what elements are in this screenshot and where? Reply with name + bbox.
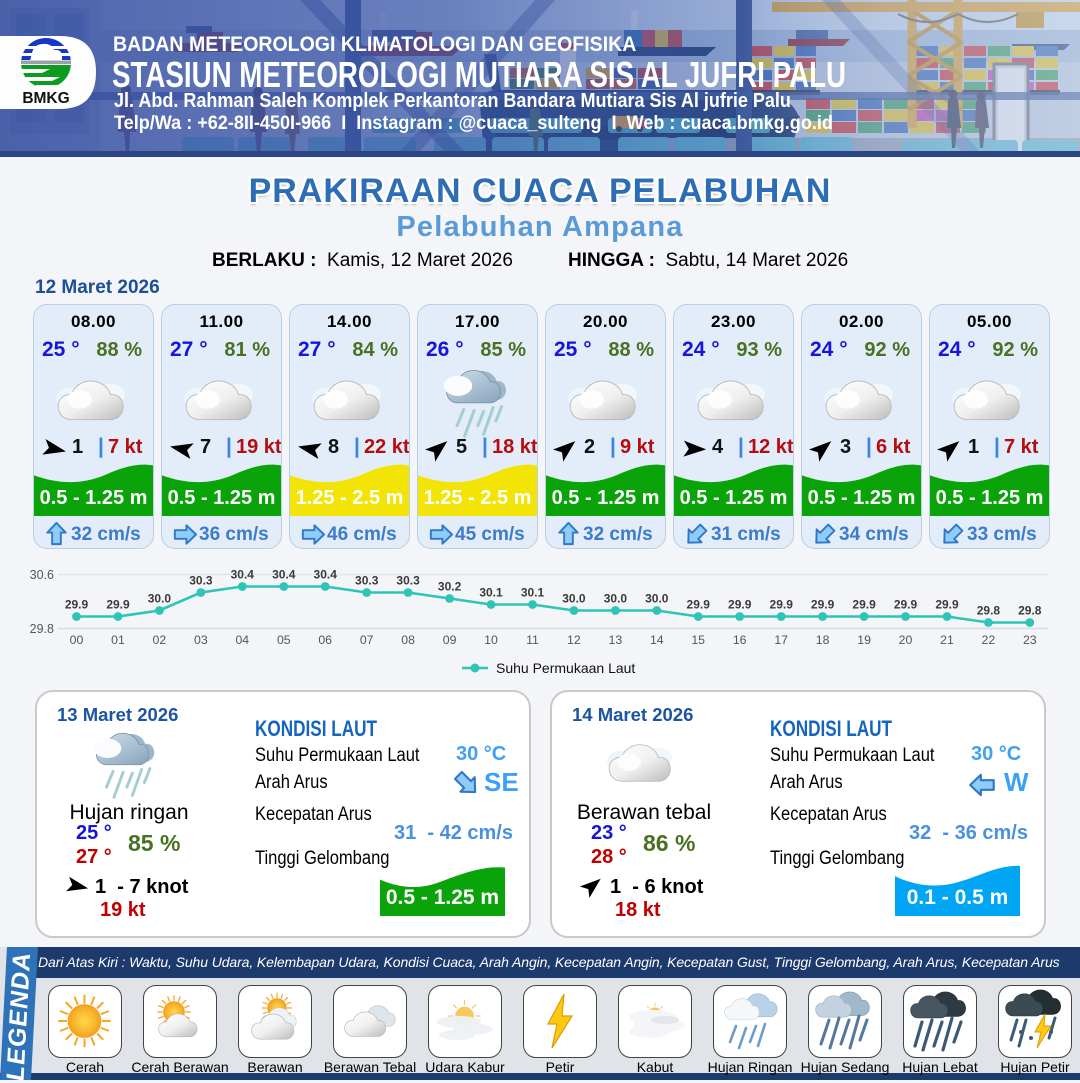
- svg-text:30.0: 30.0: [645, 592, 669, 606]
- svg-text:30.4: 30.4: [231, 568, 255, 582]
- svg-text:02: 02: [153, 633, 167, 647]
- svg-text:29.9: 29.9: [811, 598, 835, 612]
- svg-text:29.9: 29.9: [770, 598, 794, 612]
- svg-text:30.6: 30.6: [30, 568, 54, 582]
- svg-text:30.1: 30.1: [479, 586, 503, 600]
- svg-text:30.0: 30.0: [604, 592, 628, 606]
- svg-text:06: 06: [318, 633, 332, 647]
- svg-text:05: 05: [277, 633, 291, 647]
- svg-text:09: 09: [443, 633, 457, 647]
- svg-text:12: 12: [567, 633, 581, 647]
- svg-text:17: 17: [774, 633, 788, 647]
- svg-text:BMKG: BMKG: [22, 90, 69, 107]
- svg-text:18: 18: [816, 633, 830, 647]
- svg-text:29.9: 29.9: [935, 598, 959, 612]
- svg-text:29.9: 29.9: [687, 598, 711, 612]
- svg-text:29.9: 29.9: [728, 598, 752, 612]
- svg-text:30.3: 30.3: [396, 574, 420, 588]
- svg-text:Suhu Permukaan Laut: Suhu Permukaan Laut: [496, 660, 635, 676]
- svg-text:30.4: 30.4: [272, 568, 296, 582]
- svg-text:30.3: 30.3: [189, 574, 213, 588]
- svg-text:30.1: 30.1: [521, 586, 545, 600]
- svg-text:01: 01: [111, 633, 125, 647]
- svg-text:22: 22: [982, 633, 996, 647]
- svg-text:29.9: 29.9: [65, 598, 89, 612]
- svg-text:10: 10: [484, 633, 498, 647]
- svg-text:29.9: 29.9: [106, 598, 130, 612]
- svg-text:00: 00: [70, 633, 84, 647]
- svg-text:11: 11: [526, 633, 539, 647]
- svg-text:15: 15: [691, 633, 705, 647]
- svg-text:21: 21: [940, 633, 954, 647]
- svg-text:29.8: 29.8: [1018, 604, 1042, 618]
- svg-text:19: 19: [857, 633, 871, 647]
- svg-text:07: 07: [360, 633, 374, 647]
- svg-text:16: 16: [733, 633, 747, 647]
- svg-text:30.0: 30.0: [562, 592, 586, 606]
- svg-text:29.9: 29.9: [852, 598, 876, 612]
- svg-text:30.4: 30.4: [314, 568, 338, 582]
- svg-text:30.2: 30.2: [438, 580, 462, 594]
- svg-text:08: 08: [401, 633, 415, 647]
- svg-text:13: 13: [609, 633, 623, 647]
- svg-text:20: 20: [899, 633, 913, 647]
- svg-text:30.0: 30.0: [148, 592, 172, 606]
- svg-text:23: 23: [1023, 633, 1037, 647]
- svg-text:29.8: 29.8: [30, 622, 54, 636]
- svg-text:29.9: 29.9: [894, 598, 918, 612]
- svg-text:04: 04: [235, 633, 249, 647]
- svg-text:29.8: 29.8: [977, 604, 1001, 618]
- svg-text:30.3: 30.3: [355, 574, 379, 588]
- svg-text:03: 03: [194, 633, 208, 647]
- svg-text:14: 14: [650, 633, 664, 647]
